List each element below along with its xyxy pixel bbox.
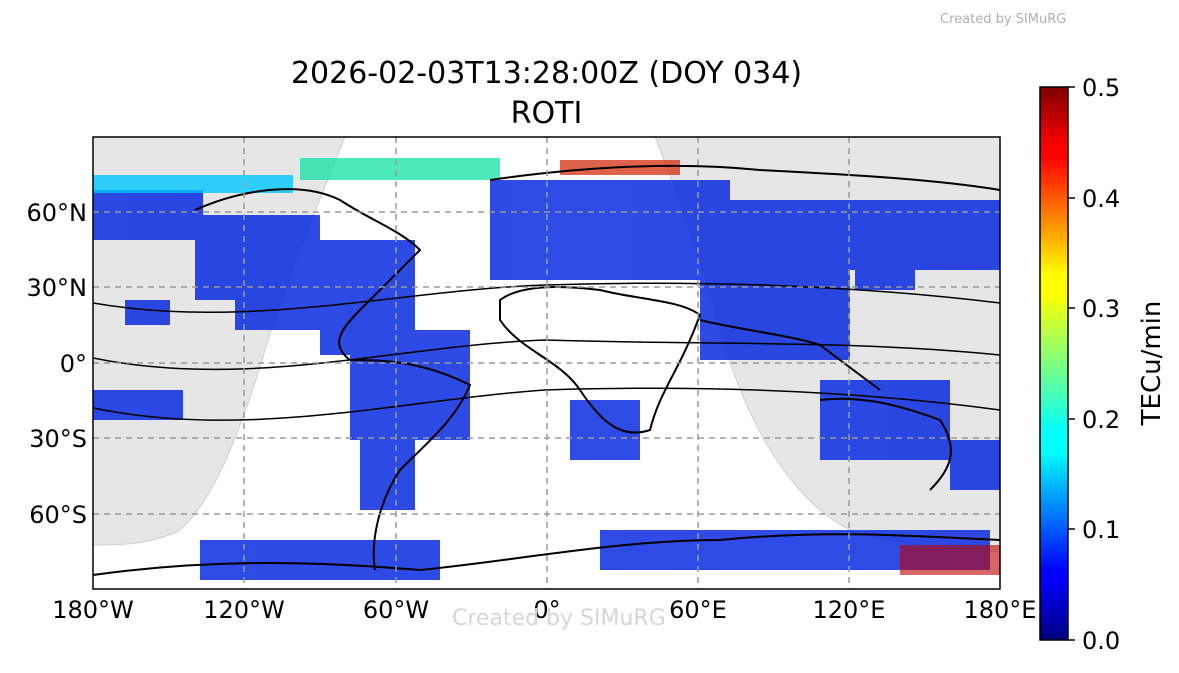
x-tick-label: 0°	[533, 596, 560, 624]
y-tick-label: 0°	[60, 350, 87, 378]
geomagnetic-lines	[93, 282, 1000, 421]
coastlines	[93, 164, 1000, 576]
x-tick-label: 120°W	[203, 596, 285, 624]
colorbar-tick-label: 0.3	[1082, 295, 1120, 323]
graticule	[93, 137, 1000, 589]
colorbar-tick-label: 0.4	[1082, 185, 1120, 213]
map-title: 2026-02-03T13:28:00Z (DOY 034)	[290, 56, 803, 91]
y-tick-label: 60°N	[27, 199, 88, 227]
roti-data-points	[93, 180, 1000, 580]
roti-high-values	[93, 158, 1000, 575]
y-tick-label: 30°S	[29, 425, 87, 453]
colorbar-gradient	[1039, 86, 1069, 641]
y-tick-label: 30°N	[27, 274, 88, 302]
watermark-center: Created by SIMuRG	[452, 606, 666, 631]
map-subtitle: ROTI	[510, 96, 583, 131]
y-tick-labels: 60°N 30°N 0° 30°S 60°S	[27, 199, 88, 529]
colorbar-label: TECu/min	[1137, 301, 1167, 427]
y-tick-label: 60°S	[29, 501, 87, 529]
colorbar: 0.0 0.1 0.2 0.3 0.4 0.5 TECu/min	[1039, 74, 1167, 655]
x-tick-label: 60°W	[363, 596, 429, 624]
map-frame	[92, 136, 1001, 590]
watermark-top: Created by SIMuRG	[940, 12, 1067, 27]
x-tick-label: 180°W	[52, 596, 134, 624]
x-tick-label: 120°E	[813, 596, 886, 624]
x-tick-labels: 180°W 120°W 60°W 0° 60°E 120°E 180°E	[52, 596, 1036, 624]
colorbar-tick-label: 0.1	[1082, 516, 1120, 544]
colorbar-tick-label: 0.2	[1082, 406, 1120, 434]
colorbar-tick-label: 0.5	[1082, 74, 1120, 102]
x-tick-label: 60°E	[669, 596, 727, 624]
x-tick-label: 180°E	[964, 596, 1037, 624]
colorbar-tick-label: 0.0	[1082, 627, 1120, 655]
